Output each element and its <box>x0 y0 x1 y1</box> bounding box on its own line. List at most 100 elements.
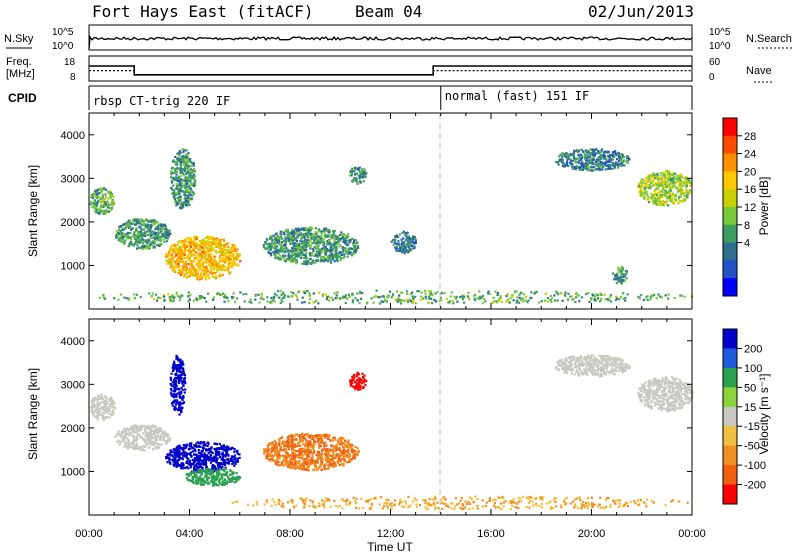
data-cell <box>318 291 321 294</box>
data-cell <box>578 168 581 171</box>
data-cell <box>400 250 403 253</box>
data-cell <box>671 201 675 204</box>
data-cell <box>136 234 139 237</box>
data-cell <box>175 394 178 397</box>
data-cell <box>179 201 182 204</box>
data-cell <box>180 390 183 393</box>
data-cell <box>491 301 494 304</box>
data-cell <box>616 272 619 275</box>
data-cell <box>383 298 387 301</box>
data-cell <box>402 299 405 302</box>
data-cell <box>141 233 144 236</box>
data-cell <box>308 231 311 235</box>
data-cell <box>242 293 245 296</box>
data-cell <box>183 165 186 168</box>
data-cell <box>179 172 182 175</box>
data-cell <box>100 205 104 208</box>
data-cell <box>215 467 218 470</box>
data-cell <box>601 168 604 171</box>
data-cell <box>522 300 525 303</box>
data-cell <box>185 190 189 194</box>
data-cell <box>165 255 168 258</box>
data-cell <box>178 200 181 203</box>
data-cell <box>625 277 628 280</box>
data-cell <box>190 254 193 258</box>
data-cell <box>668 178 671 181</box>
data-cell <box>284 250 287 253</box>
cpid-label: CPID <box>8 91 37 105</box>
data-cell <box>588 169 591 172</box>
data-cell <box>119 293 122 296</box>
data-cell <box>187 152 190 155</box>
data-cell <box>221 248 224 251</box>
data-cell <box>599 292 602 295</box>
data-cell <box>565 156 568 159</box>
data-cell <box>225 256 228 259</box>
data-cell <box>646 295 649 298</box>
data-cell <box>201 454 204 457</box>
data-cell <box>401 231 404 234</box>
data-cell <box>637 184 641 187</box>
data-cell <box>248 300 251 303</box>
data-cell <box>291 246 294 250</box>
data-cell <box>188 198 191 201</box>
data-cell <box>272 234 275 237</box>
data-cell <box>155 431 158 434</box>
data-cell <box>309 226 312 229</box>
data-cell <box>669 177 672 181</box>
data-cell <box>178 271 181 274</box>
data-cell <box>219 259 222 262</box>
data-cell <box>655 194 659 197</box>
data-cell <box>570 160 573 163</box>
data-cell <box>140 228 143 231</box>
data-cell <box>557 163 560 166</box>
data-cell <box>198 244 201 247</box>
data-cell <box>194 236 197 239</box>
data-cell <box>180 402 183 405</box>
data-cell <box>234 245 237 248</box>
data-cell <box>163 227 166 230</box>
data-cell <box>169 266 172 269</box>
data-cell <box>190 161 193 164</box>
data-cell <box>145 439 148 442</box>
data-cell <box>95 201 98 204</box>
data-cell <box>187 241 190 244</box>
data-cell <box>210 249 213 252</box>
data-cell <box>192 164 195 167</box>
data-cell <box>176 152 179 155</box>
data-cell <box>320 230 323 233</box>
data-cell <box>292 235 295 238</box>
data-cell <box>187 262 190 266</box>
data-cell <box>233 249 236 252</box>
data-cell <box>592 158 595 161</box>
data-cell <box>661 187 664 190</box>
data-cell <box>640 194 643 197</box>
data-cell <box>205 278 208 281</box>
data-cell <box>206 240 209 243</box>
data-cell <box>213 447 216 451</box>
data-cell <box>473 297 476 300</box>
data-cell <box>392 239 395 242</box>
data-cell <box>344 247 347 250</box>
data-cell <box>577 161 580 164</box>
data-cell <box>105 402 108 406</box>
data-cell <box>406 231 409 235</box>
data-cell <box>127 244 130 248</box>
data-cell <box>192 173 196 176</box>
data-cell <box>130 446 133 449</box>
colorbar-swatch <box>723 278 737 297</box>
colorbar-swatch <box>723 171 737 190</box>
data-cell <box>359 297 363 300</box>
data-cell <box>612 155 616 158</box>
data-cell <box>187 291 190 294</box>
data-cell <box>302 233 305 236</box>
data-cell <box>231 296 234 299</box>
data-cell <box>156 234 159 237</box>
data-cell <box>336 237 339 240</box>
data-cell <box>170 387 173 390</box>
data-cell <box>103 210 106 213</box>
data-cell <box>609 296 612 299</box>
data-cell <box>495 301 498 304</box>
data-cell <box>181 458 184 461</box>
data-cell <box>221 266 224 269</box>
